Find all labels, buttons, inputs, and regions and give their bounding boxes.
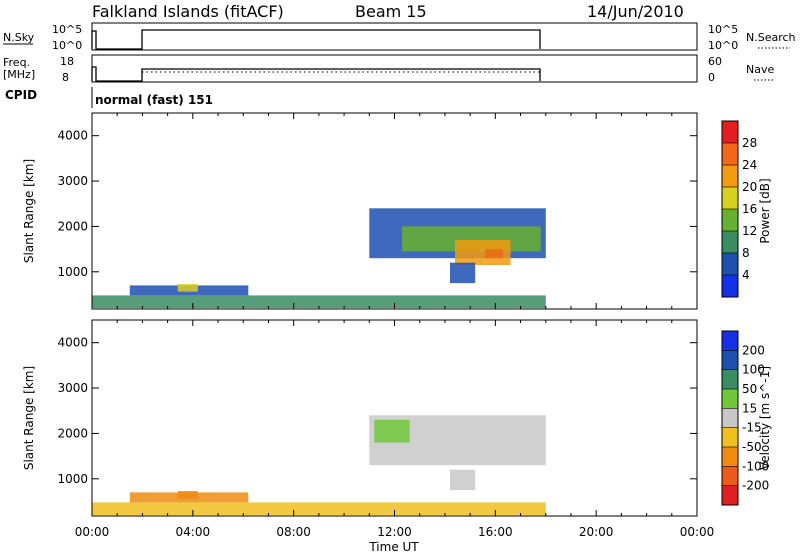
time-tick-labels: 00:00 04:00 08:00 12:00 16:00 20:00 00:00 (75, 525, 715, 539)
velocity-colorbar-swatch-5 (722, 389, 738, 409)
freq-tick-top: 18 (60, 55, 74, 68)
power-heatmap (92, 208, 546, 309)
velocity-colorbar-swatch-4 (722, 408, 738, 428)
power-colorbar-tick-label-3: 16 (742, 202, 757, 216)
power-colorbar-tick-label-0: 4 (742, 268, 750, 282)
time-tick-label-0: 00:00 (75, 525, 110, 539)
nsearch-label: N.Search (746, 31, 796, 44)
freq-trace (91, 66, 541, 82)
date-label: 14/Jun/2010 (587, 2, 684, 21)
velocity-colorbar-swatch-2 (722, 447, 738, 467)
velocity-colorbar-tick-label-4: 15 (742, 401, 757, 415)
time-axis-label: Time UT (368, 540, 419, 554)
power-ylabel: Slant Range [km] (22, 159, 36, 263)
freq-panel: Freq. [MHz] 18 8 60 0 Nave (3, 54, 775, 84)
velocity-colorbar-tick-label-3: -15 (742, 421, 762, 435)
power-region-3 (485, 249, 503, 259)
freq-label-top: Freq. (3, 56, 30, 69)
power-colorbar-label: Power [dB] (758, 178, 772, 243)
nave-tick-bottom: 0 (708, 71, 715, 84)
velocity-ytick-label-0: 1000 (57, 472, 88, 486)
beam-label: Beam 15 (355, 2, 427, 21)
time-tick-label-4: 16:00 (478, 525, 513, 539)
velocity-ytick-label-3: 4000 (57, 336, 88, 350)
freq-label-bottom: [MHz] (3, 68, 35, 81)
time-tick-label-6: 00:00 (680, 525, 715, 539)
power-colorbar-tick-label-2: 12 (742, 224, 757, 238)
power-ytick-label-1: 2000 (57, 219, 88, 233)
time-tick-label-5: 20:00 (579, 525, 614, 539)
power-colorbar: 4 8 12 16 20 24 28 (721, 120, 757, 298)
cpid-value: normal (fast) 151 (95, 93, 213, 107)
power-colorbar-swatch-7 (722, 121, 738, 143)
power-region-4 (450, 262, 476, 284)
power-colorbar-tick-label-6: 28 (742, 136, 757, 150)
nave-tick-top: 60 (708, 55, 722, 68)
power-colorbar-swatch-5 (722, 165, 738, 187)
velocity-colorbar-tick-label-7: 200 (742, 343, 765, 357)
power-ytick-label-0: 1000 (57, 265, 88, 279)
power-y-axis: 1000 2000 3000 4000 (57, 129, 697, 279)
velocity-region-4 (177, 491, 198, 499)
velocity-colorbar-tick-label-5: 50 (742, 382, 757, 396)
time-tick-label-1: 04:00 (176, 525, 211, 539)
freq-tick-bottom: 8 (62, 71, 69, 84)
nsky-tick-top: 10^5 (52, 23, 82, 36)
velocity-ytick-label-1: 2000 (57, 426, 88, 440)
time-tick-label-2: 08:00 (276, 525, 311, 539)
nsky-frame (91, 22, 698, 51)
velocity-ylabel: Slant Range [km] (22, 366, 36, 470)
power-region-7 (92, 295, 546, 309)
nsky-tick-bottom: 10^0 (52, 39, 82, 52)
velocity-colorbar-swatch-1 (722, 466, 738, 486)
velocity-heatmap (92, 415, 546, 516)
power-x-ticks (91, 113, 698, 309)
power-colorbar-swatch-2 (722, 231, 738, 253)
power-colorbar-swatch-0 (722, 275, 738, 297)
velocity-region-2 (450, 469, 476, 491)
power-colorbar-swatch-6 (722, 143, 738, 165)
time-tick-label-3: 12:00 (377, 525, 412, 539)
velocity-colorbar-tick-label-0: -200 (742, 479, 769, 493)
plot-title: Falkland Islands (fitACF) (92, 2, 284, 21)
power-colorbar-swatch-1 (722, 253, 738, 275)
velocity-colorbar-swatch-3 (722, 427, 738, 447)
power-panel: 1000 2000 3000 4000 Slant Range [km] (22, 112, 698, 310)
power-colorbar-swatch-4 (722, 187, 738, 209)
power-ytick-label-2: 3000 (57, 174, 88, 188)
velocity-colorbar-tick-label-2: -50 (742, 440, 762, 454)
velocity-region-5 (92, 502, 546, 516)
velocity-colorbar-swatch-7 (722, 350, 738, 370)
power-colorbar-tick-label-4: 20 (742, 180, 757, 194)
velocity-ytick-label-2: 3000 (57, 381, 88, 395)
velocity-colorbar-swatch-6 (722, 369, 738, 389)
power-colorbar-tick-label-1: 8 (742, 246, 750, 260)
nsky-panel: N.Sky 10^5 10^0 10^5 10^0 N.Search (3, 22, 796, 52)
velocity-colorbar-swatch-8 (722, 331, 738, 351)
power-ytick-label-3: 4000 (57, 129, 88, 143)
velocity-y-axis: 1000 2000 3000 4000 (57, 336, 697, 486)
nsky-trace (91, 29, 541, 50)
velocity-panel: 1000 2000 3000 4000 Slant Range [km] (22, 319, 698, 517)
nsearch-tick-top: 10^5 (708, 23, 738, 36)
power-region-6 (177, 284, 198, 292)
velocity-region-1 (374, 419, 410, 443)
velocity-colorbar-swatch-0 (722, 485, 738, 505)
nave-label: Nave (746, 63, 774, 76)
nsearch-tick-bottom: 10^0 (708, 39, 738, 52)
power-colorbar-swatch-3 (722, 209, 738, 231)
power-colorbar-tick-label-5: 24 (742, 158, 757, 172)
velocity-colorbar-label: Velocity [m s^-1] (758, 366, 772, 470)
velocity-colorbar-frame (721, 330, 739, 506)
nsky-label: N.Sky (3, 31, 35, 44)
velocity-x-ticks (91, 320, 698, 516)
velocity-colorbar-tick-label-1: -100 (742, 459, 769, 473)
velocity-colorbar: -200 -100 -50 -15 15 50 100 200 (721, 330, 769, 506)
cpid-label: CPID (5, 88, 37, 102)
velocity-colorbar-tick-label-6: 100 (742, 363, 765, 377)
